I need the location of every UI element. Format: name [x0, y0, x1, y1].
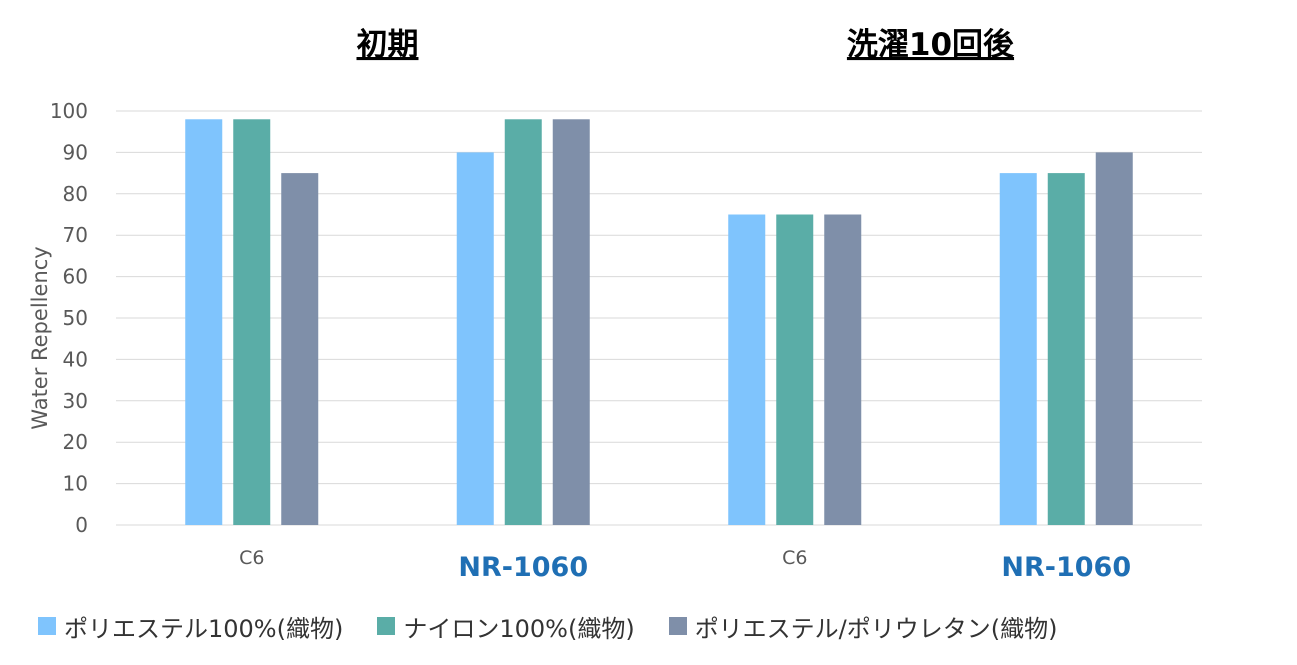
x-tick-label: C6: [239, 547, 264, 569]
bar-chart: 0 10 20 30 40 50 60 70 80 90 100 Water Repellency C6…: [28, 27, 1202, 583]
x-tick-label: NR-1060: [1001, 552, 1131, 583]
group-title: 洗濯10回後: [847, 27, 1015, 63]
x-tick-label: NR-1060: [458, 552, 588, 583]
y-tick-label: 100: [50, 99, 88, 123]
bar: [185, 119, 223, 525]
legend-item: ナイロン100%(織物): [377, 609, 635, 644]
y-tick-label: 30: [63, 389, 88, 413]
y-axis-label: Water Repellency: [28, 246, 52, 429]
legend-label: ポリエステル100%(織物): [64, 614, 344, 643]
legend-swatch: [38, 617, 56, 635]
y-tick-label: 80: [63, 182, 88, 206]
bar: [1047, 173, 1085, 525]
legend-item: ポリエステル100%(織物): [38, 609, 343, 644]
y-tick-label: 50: [63, 306, 88, 330]
y-tick-label: 0: [75, 513, 88, 537]
bar: [824, 214, 862, 525]
bar: [456, 152, 494, 525]
bar: [728, 214, 766, 525]
bar: [776, 214, 814, 525]
bar: [504, 119, 542, 525]
legend: ポリエステル100%(織物) ナイロン100%(織物) ポリエステル/ポリウレタン(…: [38, 604, 1288, 648]
bar: [233, 119, 271, 525]
bar: [281, 173, 319, 525]
legend-item: ポリエステル/ポリウレタン(織物): [668, 609, 1058, 644]
bar: [1095, 152, 1133, 525]
x-tick-label: C6: [782, 547, 807, 569]
legend-swatch: [377, 617, 396, 635]
y-tick-label: 20: [63, 430, 88, 454]
y-tick-label: 90: [63, 140, 88, 164]
legend-label: ナイロン100%(織物): [403, 614, 635, 643]
y-tick-label: 10: [63, 472, 88, 496]
legend-swatch: [668, 617, 687, 635]
bar: [552, 119, 590, 525]
bar: [999, 173, 1037, 525]
legend-label: ポリエステル/ポリウレタン(織物): [694, 614, 1058, 643]
y-tick-label: 70: [63, 223, 88, 247]
y-tick-label: 60: [63, 265, 88, 289]
y-tick-label: 40: [63, 347, 88, 371]
group-title: 初期: [357, 27, 419, 63]
